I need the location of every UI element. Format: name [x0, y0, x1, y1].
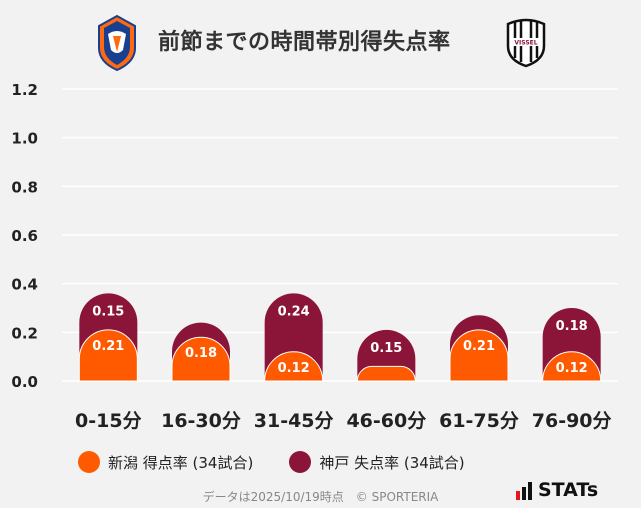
x-tick-label: 76-90分	[532, 410, 612, 432]
y-tick-label: 1.0	[11, 130, 38, 148]
footer-note: データは2025/10/19時点 © SPORTERIA	[202, 490, 439, 504]
bar-home	[78, 329, 138, 382]
chart-header: 前節までの時間帯別得失点率 VISSEL	[0, 0, 641, 80]
x-axis-ticks: 0-15分 16-30分 31-45分 46-60分 61-75分 76-90分	[75, 410, 611, 432]
x-tick-label: 46-60分	[346, 410, 426, 432]
y-tick-label: 0.0	[11, 373, 38, 391]
chart-legend: 新潟 得点率 (34試合) 神戸 失点率 (34試合)	[78, 450, 501, 474]
bars	[78, 293, 602, 382]
data-labels: 0.21 0.15 0.18 0.12 0.24 0.15 0.21 0.12 0.18	[92, 304, 587, 375]
bar-home	[264, 351, 324, 382]
legend-label-home: 新潟 得点率 (34試合)	[108, 453, 254, 472]
data-label-home: 0.18	[185, 346, 217, 361]
data-label-home: 0.12	[556, 361, 588, 376]
legend-item-away: 神戸 失点率 (34試合)	[289, 451, 465, 473]
x-tick-label: 0-15分	[75, 410, 142, 432]
x-tick-label: 16-30分	[161, 410, 241, 432]
x-tick-label: 61-75分	[439, 410, 519, 432]
x-tick-label: 31-45分	[254, 410, 334, 432]
bar-home	[542, 351, 602, 382]
data-label-home: 0.12	[278, 361, 310, 376]
data-label-away: 0.24	[278, 304, 310, 319]
data-label-away: 0.15	[370, 341, 402, 356]
stats-logo-text: STATs	[538, 479, 599, 501]
y-tick-label: 0.2	[11, 324, 38, 342]
data-label-away: 0.18	[556, 319, 588, 334]
stats-logo-icon	[516, 482, 534, 500]
legend-swatch-home	[78, 451, 100, 473]
bar-home	[449, 329, 509, 382]
vissel-crest-text: VISSEL	[514, 40, 537, 47]
data-label-away: 0.15	[92, 304, 124, 319]
y-tick-label: 0.8	[11, 178, 38, 196]
vissel-kobe-crest-icon: VISSEL	[506, 18, 546, 68]
data-label-home: 0.21	[92, 339, 124, 354]
chart-title: 前節までの時間帯別得失点率	[158, 30, 451, 55]
stats-logo: STATs	[516, 478, 598, 500]
y-tick-label: 0.6	[11, 227, 38, 245]
albirex-niigata-crest-icon	[98, 14, 136, 72]
legend-label-away: 神戸 失点率 (34試合)	[319, 453, 465, 472]
legend-swatch-away	[289, 451, 312, 473]
data-label-home: 0.21	[463, 339, 495, 354]
y-axis-ticks: 0.0 0.2 0.4 0.6 0.8 1.0 1.2	[11, 81, 38, 391]
y-tick-label: 1.2	[11, 81, 38, 99]
bar-home	[171, 336, 231, 382]
bar-home	[356, 365, 416, 382]
legend-item-home: 新潟 得点率 (34試合)	[78, 451, 253, 473]
grid-lines	[62, 88, 618, 382]
y-tick-label: 0.4	[11, 276, 38, 294]
